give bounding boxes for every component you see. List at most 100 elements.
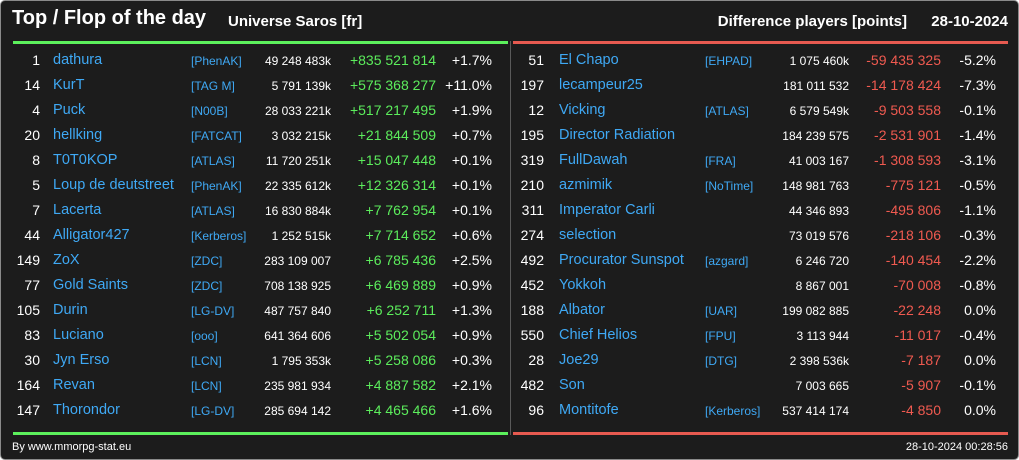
alliance-link[interactable]: [FPU] [705,329,736,343]
percent-cell: +2.5% [451,252,492,268]
difference-cell: +7 714 652 [365,227,436,243]
percent-cell: +0.7% [451,127,492,143]
flop-list: 51 El Chapo [EHPAD] 1 075 460k -59 435 325 -5… [510,48,1010,423]
alliance-link[interactable]: [LCN] [191,379,222,393]
table-row: 274 selection 73 019 576 -218 106 -0.3% [510,223,1010,248]
percent-cell: +1.9% [451,102,492,118]
alliance-link[interactable]: [PhenAK] [191,54,242,68]
player-link[interactable]: Montitofe [559,402,619,418]
player-link[interactable]: Puck [53,102,86,118]
points-cell: 41 003 167 [788,154,849,168]
percent-cell: +1.7% [451,52,492,68]
alliance-link[interactable]: [ATLAS] [191,154,235,168]
table-row: 30 Jyn Erso [LCN] 1 795 353k +5 258 086 +0.3% [1,348,501,373]
percent-cell: -0.3% [959,227,996,243]
alliance-link[interactable]: [EHPAD] [705,54,753,68]
alliance-link[interactable]: [Kerberos] [705,404,761,418]
player-link[interactable]: FullDawah [559,152,628,168]
difference-cell: -9 503 558 [874,102,941,118]
points-cell: 537 414 174 [782,404,849,418]
alliance-link[interactable]: [N00B] [191,104,228,118]
player-link[interactable]: El Chapo [559,52,619,68]
table-row: 28 Joe29 [DTG] 2 398 536k -7 187 0.0% [510,348,1010,373]
alliance-link[interactable]: [LG-DV] [191,404,235,418]
points-cell: 22 335 612k [264,179,331,193]
alliance-link[interactable]: [ZDC] [191,254,223,268]
player-link[interactable]: Yokkoh [559,277,607,293]
rank-cell: 30 [24,352,40,368]
alliance-link[interactable]: [LCN] [191,354,222,368]
player-link[interactable]: Jyn Erso [53,352,110,368]
player-link[interactable]: dathura [53,52,103,68]
player-link[interactable]: Gold Saints [53,277,128,293]
player-link[interactable]: Luciano [53,327,104,343]
alliance-link[interactable]: [LG-DV] [191,304,235,318]
percent-cell: -0.1% [959,377,996,393]
player-link[interactable]: Albator [559,302,605,318]
player-link[interactable]: Alligator427 [53,227,130,243]
rank-cell: 164 [16,377,40,393]
rank-cell: 482 [520,377,544,393]
player-link[interactable]: Procurator Sunspot [559,252,684,268]
points-cell: 199 082 885 [782,304,849,318]
player-link[interactable]: selection [559,227,617,243]
alliance-link[interactable]: [FRA] [705,154,736,168]
rank-cell: 188 [520,302,544,318]
points-cell: 285 694 142 [264,404,331,418]
alliance-link[interactable]: [ATLAS] [705,104,749,118]
alliance-link[interactable]: [ATLAS] [191,204,235,218]
difference-cell: -218 106 [885,227,941,243]
table-row: 319 FullDawah [FRA] 41 003 167 -1 308 593 -3.… [510,148,1010,173]
player-link[interactable]: Chief Helios [559,327,638,343]
difference-cell: -140 454 [885,252,941,268]
player-link[interactable]: Joe29 [559,352,599,368]
points-cell: 1 252 515k [271,229,331,243]
player-link[interactable]: Loup de deutstreet [53,177,174,193]
rank-cell: 105 [16,302,40,318]
percent-cell: +0.9% [451,277,492,293]
rank-cell: 452 [520,277,544,293]
rank-cell: 5 [32,177,40,193]
difference-cell: -7 187 [901,352,941,368]
alliance-link[interactable]: [PhenAK] [191,179,242,193]
points-cell: 1 795 353k [271,354,331,368]
player-link[interactable]: hellking [53,127,103,143]
alliance-link[interactable]: [NoTime] [705,179,754,193]
player-link[interactable]: Revan [53,377,95,393]
points-cell: 1 075 460k [789,54,849,68]
percent-cell: -0.4% [959,327,996,343]
player-link[interactable]: Son [559,377,585,393]
alliance-link[interactable]: [FATCAT] [191,129,242,143]
percent-cell: -1.1% [959,202,996,218]
points-cell: 6 579 549k [789,104,849,118]
date-label: 28-10-2024 [931,13,1008,30]
alliance-link[interactable]: [Kerberos] [191,229,247,243]
player-link[interactable]: T0T0KOP [53,152,118,168]
table-row: 105 Durin [LG-DV] 487 757 840 +6 252 711 +1.3… [1,298,501,323]
difference-cell: -4 850 [901,402,941,418]
alliance-link[interactable]: [TAG M] [191,79,235,93]
alliance-link[interactable]: [DTG] [705,354,737,368]
table-row: 188 Albator [UAR] 199 082 885 -22 248 0.0% [510,298,1010,323]
alliance-link[interactable]: [ooo] [191,329,218,343]
player-link[interactable]: Thorondor [53,402,120,418]
difference-cell: +5 502 054 [365,327,436,343]
difference-cell: +4 465 466 [365,402,436,418]
alliance-link[interactable]: [azgard] [705,254,749,268]
player-link[interactable]: Vicking [559,102,606,118]
column-separator [510,41,511,435]
difference-cell: -70 008 [893,277,941,293]
table-row: 96 Montitofe [Kerberos] 537 414 174 -4 850 0.… [510,398,1010,423]
player-link[interactable]: Lacerta [53,202,102,218]
player-link[interactable]: Durin [53,302,88,318]
player-link[interactable]: lecampeur25 [559,77,643,93]
player-link[interactable]: Director Radiation [559,127,676,143]
rank-cell: 4 [32,102,40,118]
alliance-link[interactable]: [UAR] [705,304,738,318]
player-link[interactable]: ZoX [53,252,80,268]
percent-cell: +0.9% [451,327,492,343]
alliance-link[interactable]: [ZDC] [191,279,223,293]
player-link[interactable]: Imperator Carli [559,202,655,218]
player-link[interactable]: KurT [53,77,85,93]
player-link[interactable]: azmimik [559,177,613,193]
